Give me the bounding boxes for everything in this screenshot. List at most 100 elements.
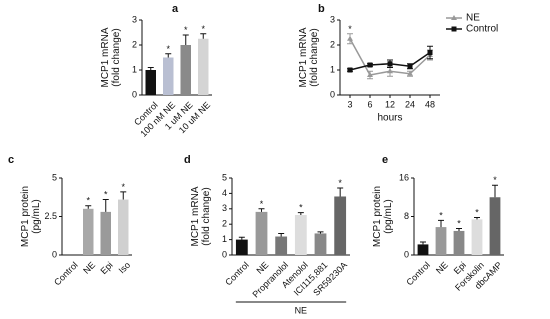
y-tick-label: 0 xyxy=(404,249,409,259)
significance: * xyxy=(184,25,188,35)
marker xyxy=(387,61,393,67)
error-bar xyxy=(85,205,92,209)
marker xyxy=(407,63,413,69)
y-tick-label: 2 xyxy=(132,39,137,49)
panel-letter: c xyxy=(8,154,14,166)
bar xyxy=(471,219,483,255)
y-axis-label: (fold change) xyxy=(201,187,212,245)
significance: * xyxy=(493,175,497,185)
y-axis-label: (pg/mL) xyxy=(31,199,42,233)
bar xyxy=(294,214,307,255)
x-tick-label: NE xyxy=(81,260,97,276)
y-tick-label: 2 xyxy=(222,219,227,229)
significance: * xyxy=(338,178,342,188)
y-axis-label: (fold change) xyxy=(111,28,122,86)
y-axis-label: MCP1 protein xyxy=(20,186,31,247)
marker xyxy=(347,67,353,73)
error-bar xyxy=(200,33,207,39)
x-tick-label: 48 xyxy=(425,99,435,109)
error-bar xyxy=(317,231,324,234)
y-tick-label: 16 xyxy=(399,172,409,182)
bar xyxy=(489,197,501,255)
error-bar xyxy=(278,232,285,237)
y-tick-label: 3 xyxy=(132,14,137,24)
significance: * xyxy=(86,196,90,206)
y-axis-label: MCP1 protein xyxy=(372,186,383,247)
error-bar xyxy=(165,53,172,58)
error-bar xyxy=(474,216,480,220)
bar xyxy=(235,239,248,255)
bar xyxy=(163,57,174,95)
x-tick-label: 3 xyxy=(347,99,352,109)
y-tick-label: 2.5 xyxy=(44,211,57,221)
error-bar xyxy=(182,34,189,45)
y-axis-label: MCP1 mRNA xyxy=(298,27,309,87)
error-bar xyxy=(492,184,498,198)
marker xyxy=(427,50,433,55)
y-tick-label: 1 xyxy=(132,64,137,74)
bar xyxy=(275,236,288,255)
y-tick-label: 0 xyxy=(52,249,57,259)
y-tick-label: 4 xyxy=(222,188,227,198)
x-tick-label: NE xyxy=(255,260,271,276)
bar xyxy=(453,230,465,255)
bar xyxy=(334,196,347,255)
y-tick-label: 2 xyxy=(330,39,335,49)
marker xyxy=(387,68,393,74)
y-tick-label: 3 xyxy=(222,203,227,213)
y-tick-label: 0 xyxy=(330,89,335,99)
error-bar xyxy=(102,199,109,212)
significance: * xyxy=(348,24,352,34)
bracket-label: NE xyxy=(295,305,308,315)
x-tick-label: NE xyxy=(434,260,450,276)
error-bar xyxy=(258,208,265,212)
y-axis-label: (fold change) xyxy=(309,28,320,86)
y-tick-label: 5 xyxy=(52,172,57,182)
bar xyxy=(314,233,327,255)
bar xyxy=(118,199,129,255)
significance: * xyxy=(260,199,264,209)
error-bar xyxy=(120,191,127,200)
panel-letter: e xyxy=(382,154,388,166)
x-tick-label: Iso xyxy=(117,260,133,276)
x-tick-label: 6 xyxy=(367,99,372,109)
bar xyxy=(255,211,268,255)
significance: * xyxy=(121,182,125,192)
error-bar xyxy=(337,187,344,197)
legend-label: Control xyxy=(466,24,498,35)
legend-marker xyxy=(451,15,457,20)
significance: * xyxy=(439,210,443,220)
bar xyxy=(180,45,191,95)
legend-label: NE xyxy=(466,13,480,24)
error-bar xyxy=(456,228,462,231)
bar xyxy=(100,211,111,255)
legend-marker xyxy=(451,26,457,32)
significance: * xyxy=(475,207,479,217)
panel-letter: b xyxy=(318,3,325,15)
significance: * xyxy=(299,203,303,213)
y-axis-label: (pg/mL) xyxy=(383,199,394,233)
error-bar xyxy=(420,241,426,245)
error-bar xyxy=(238,236,245,240)
y-tick-label: 0 xyxy=(222,249,227,259)
bar xyxy=(435,227,447,255)
x-tick-label: Epi xyxy=(98,260,114,276)
bar xyxy=(83,208,94,255)
significance: * xyxy=(104,190,108,200)
error-bar xyxy=(147,67,154,70)
panel-letter: a xyxy=(172,3,179,15)
y-axis-label: MCP1 mRNA xyxy=(100,27,111,87)
marker xyxy=(347,35,353,41)
marker xyxy=(407,70,413,76)
y-tick-label: 5 xyxy=(222,172,227,182)
y-tick-label: 1 xyxy=(330,64,335,74)
significance: * xyxy=(166,44,170,54)
y-tick-label: 3 xyxy=(330,14,335,24)
significance: * xyxy=(457,219,461,229)
x-tick-label: 24 xyxy=(405,99,415,109)
error-bar xyxy=(297,212,304,215)
bar xyxy=(198,38,209,95)
error-bar xyxy=(438,219,444,228)
y-axis-label: MCP1 mRNA xyxy=(190,186,201,246)
